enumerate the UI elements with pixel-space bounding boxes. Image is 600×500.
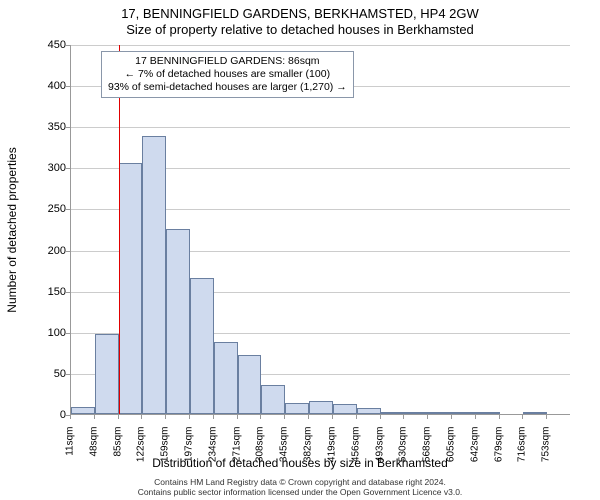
- xtick-mark: [403, 415, 404, 419]
- reference-line: [119, 45, 120, 414]
- histogram-bar: [238, 355, 262, 414]
- xtick-mark: [427, 415, 428, 419]
- plot-area: 17 BENNINGFIELD GARDENS: 86sqm ← 7% of d…: [70, 45, 570, 415]
- xtick-mark: [475, 415, 476, 419]
- xtick-mark: [141, 415, 142, 419]
- annotation-line2: ← 7% of detached houses are smaller (100…: [108, 68, 347, 81]
- histogram-bar: [428, 412, 452, 414]
- xtick-mark: [332, 415, 333, 419]
- histogram-bar: [261, 385, 285, 414]
- ytick-label: 300: [26, 162, 66, 174]
- chart-container: 17, BENNINGFIELD GARDENS, BERKHAMSTED, H…: [0, 0, 600, 500]
- footer-attribution: Contains HM Land Registry data © Crown c…: [0, 478, 600, 498]
- histogram-bar: [333, 404, 357, 414]
- xtick-mark: [522, 415, 523, 419]
- xtick-mark: [380, 415, 381, 419]
- histogram-bar: [166, 229, 190, 414]
- ytick-label: 150: [26, 286, 66, 298]
- histogram-bar: [309, 401, 333, 414]
- xtick-mark: [189, 415, 190, 419]
- y-axis-label: Number of detached properties: [5, 147, 19, 312]
- histogram-bar: [285, 403, 309, 415]
- chart-title-line1: 17, BENNINGFIELD GARDENS, BERKHAMSTED, H…: [0, 6, 600, 22]
- xtick-mark: [308, 415, 309, 419]
- xtick-mark: [260, 415, 261, 419]
- ytick-label: 450: [26, 39, 66, 51]
- ytick-label: 250: [26, 203, 66, 215]
- ytick-label: 350: [26, 121, 66, 133]
- xtick-mark: [284, 415, 285, 419]
- chart-title-line2: Size of property relative to detached ho…: [0, 22, 600, 38]
- xtick-mark: [213, 415, 214, 419]
- histogram-bar: [404, 412, 428, 414]
- histogram-bar: [357, 408, 381, 414]
- histogram-bar: [119, 163, 143, 414]
- xtick-mark: [70, 415, 71, 419]
- histogram-bar: [142, 136, 166, 414]
- xtick-mark: [118, 415, 119, 419]
- histogram-bar: [71, 407, 95, 414]
- ytick-label: 200: [26, 245, 66, 257]
- histogram-bar: [523, 412, 547, 414]
- histogram-bar: [476, 412, 500, 414]
- grid-line: [71, 45, 570, 46]
- ytick-label: 0: [26, 409, 66, 421]
- annotation-box: 17 BENNINGFIELD GARDENS: 86sqm ← 7% of d…: [101, 51, 354, 98]
- xtick-mark: [165, 415, 166, 419]
- ytick-label: 400: [26, 80, 66, 92]
- xtick-mark: [356, 415, 357, 419]
- histogram-bar: [190, 278, 214, 414]
- xtick-mark: [237, 415, 238, 419]
- annotation-line3: 93% of semi-detached houses are larger (…: [108, 81, 347, 94]
- xtick-mark: [499, 415, 500, 419]
- histogram-bar: [214, 342, 238, 414]
- x-axis-label: Distribution of detached houses by size …: [0, 456, 600, 470]
- ytick-label: 100: [26, 327, 66, 339]
- footer-line2: Contains public sector information licen…: [0, 488, 600, 498]
- histogram-bar: [95, 334, 119, 414]
- annotation-line1: 17 BENNINGFIELD GARDENS: 86sqm: [108, 55, 347, 68]
- ytick-label: 50: [26, 368, 66, 380]
- xtick-mark: [94, 415, 95, 419]
- histogram-bar: [381, 412, 405, 414]
- xtick-mark: [546, 415, 547, 419]
- histogram-bar: [452, 412, 476, 414]
- xtick-mark: [451, 415, 452, 419]
- grid-line: [71, 127, 570, 128]
